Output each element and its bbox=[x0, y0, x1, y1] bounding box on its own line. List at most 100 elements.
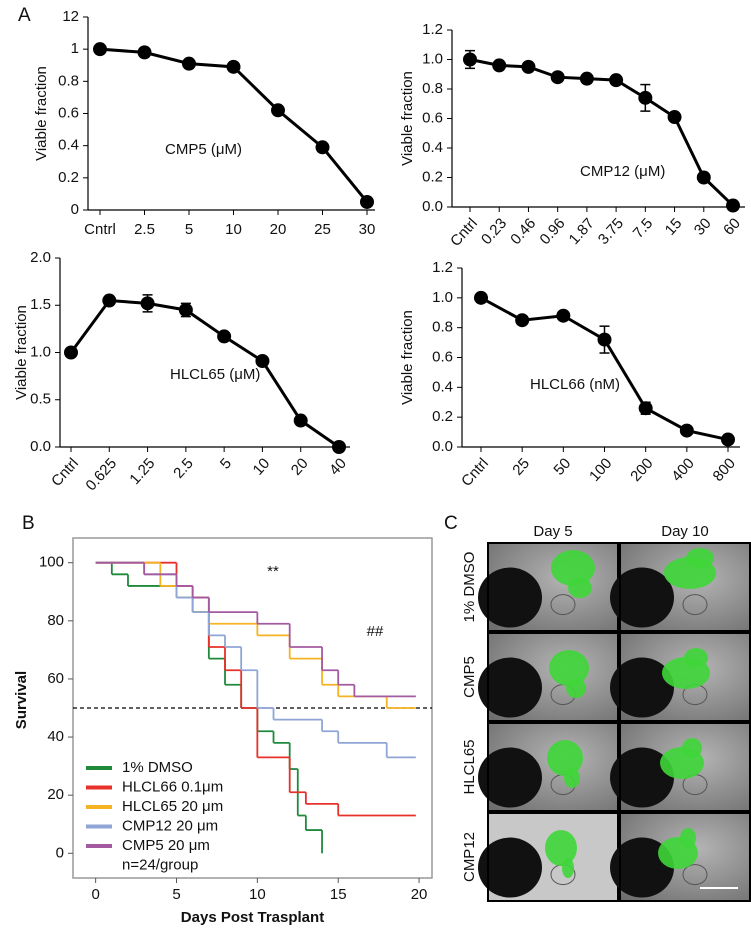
marker bbox=[178, 302, 193, 317]
marker bbox=[579, 71, 594, 86]
x-tick-label: 0.23 bbox=[478, 215, 510, 248]
x-tick-label: 2.5 bbox=[170, 455, 197, 482]
y-tick-label: 1.0 bbox=[422, 50, 443, 67]
micrograph bbox=[478, 542, 619, 632]
marker bbox=[550, 70, 565, 85]
y-tick-label: 0.5 bbox=[30, 391, 51, 408]
x-tick-label: 25 bbox=[314, 221, 331, 238]
x-axis-label: Days Post Trasplant bbox=[181, 909, 324, 926]
y-tick-label: 0.8 bbox=[58, 72, 79, 89]
x-tick-label: 0.96 bbox=[536, 215, 568, 248]
y-tick-label: 1.2 bbox=[422, 21, 443, 38]
x-tick-label: Cntrl bbox=[48, 455, 82, 490]
marker bbox=[315, 140, 330, 155]
legend-label: HLCL66 0.1μm bbox=[122, 778, 223, 795]
fluorescence bbox=[547, 740, 583, 776]
eye bbox=[478, 747, 542, 808]
y-tick-label: 1 bbox=[71, 40, 79, 57]
marker bbox=[696, 170, 711, 185]
x-tick-label: 10 bbox=[249, 886, 266, 903]
fluorescence bbox=[684, 648, 708, 668]
marker bbox=[521, 59, 536, 74]
y-tick-label: 0.4 bbox=[422, 139, 443, 156]
x-tick-label: 20 bbox=[270, 221, 287, 238]
marker bbox=[463, 52, 477, 67]
x-tick-label: Cntrl bbox=[84, 221, 116, 238]
row-label: CMP5 bbox=[461, 656, 478, 698]
x-tick-label: 0.46 bbox=[507, 215, 539, 248]
y-tick-label: 1.5 bbox=[30, 296, 51, 313]
y-tick-label: 0.6 bbox=[58, 104, 79, 121]
fluorescence bbox=[551, 550, 595, 586]
x-tick-label: 20 bbox=[411, 886, 428, 903]
survival-curve bbox=[95, 561, 416, 698]
x-tick-label: 100 bbox=[586, 455, 615, 485]
marker bbox=[474, 290, 488, 305]
marker bbox=[492, 58, 507, 73]
marker bbox=[332, 440, 346, 454]
row-label: CMP12 bbox=[461, 832, 478, 882]
eye bbox=[610, 837, 674, 898]
y-axis-label: Viable fraction bbox=[33, 66, 50, 161]
fluorescence bbox=[545, 830, 577, 866]
annotation: HLCL66 (nM) bbox=[530, 376, 620, 393]
x-tick-label: 7.5 bbox=[630, 215, 657, 242]
panel-label: A bbox=[18, 5, 31, 26]
marker bbox=[93, 42, 107, 57]
legend-label: CMP5 20 μm bbox=[122, 837, 210, 854]
image-border bbox=[619, 632, 751, 722]
x-tick-label: 25 bbox=[509, 455, 533, 479]
x-tick-label: 15 bbox=[662, 215, 686, 239]
column-label: Day 10 bbox=[661, 523, 709, 540]
x-tick-label: 800 bbox=[710, 455, 739, 485]
fluorescence bbox=[566, 678, 586, 698]
y-tick-label: 0.6 bbox=[432, 348, 453, 365]
micrograph bbox=[610, 722, 751, 812]
fluorescence bbox=[682, 738, 702, 758]
survival-curve bbox=[95, 561, 416, 759]
x-tick-label: 60 bbox=[720, 215, 744, 239]
y-tick-label: 20 bbox=[47, 786, 64, 803]
y-tick-label: 0.0 bbox=[432, 438, 453, 455]
eye-ring bbox=[682, 594, 708, 616]
note: n=24/group bbox=[122, 856, 198, 873]
x-tick-label: 5 bbox=[172, 886, 180, 903]
x-tick-label: Cntrl bbox=[447, 215, 481, 250]
marker bbox=[515, 313, 530, 328]
marker bbox=[102, 293, 117, 308]
y-tick-label: 1.0 bbox=[432, 289, 453, 306]
fluorescence bbox=[549, 650, 589, 686]
x-tick-label: 30 bbox=[691, 215, 715, 239]
y-tick-label: 1.0 bbox=[30, 343, 51, 360]
eye bbox=[610, 747, 674, 808]
y-tick-label: 0.4 bbox=[432, 378, 453, 395]
marker bbox=[293, 413, 308, 428]
fluorescence bbox=[562, 858, 574, 878]
y-tick-label: 0.2 bbox=[58, 169, 79, 186]
x-tick-label: Cntrl bbox=[458, 455, 492, 490]
x-tick-label: 5 bbox=[185, 221, 193, 238]
y-tick-label: 100 bbox=[39, 554, 64, 571]
row-label: HLCL65 bbox=[461, 739, 478, 794]
marker bbox=[726, 198, 740, 213]
micrograph bbox=[610, 542, 751, 632]
y-tick-label: 0.8 bbox=[422, 80, 443, 97]
x-tick-label: 5 bbox=[217, 455, 235, 473]
image-border bbox=[619, 542, 751, 632]
micrograph bbox=[478, 812, 619, 902]
eye bbox=[478, 837, 542, 898]
eye-ring bbox=[550, 594, 576, 616]
marker bbox=[556, 308, 571, 323]
y-tick-label: 0 bbox=[71, 201, 79, 218]
marker bbox=[140, 296, 155, 311]
legend-label: HLCL65 20 μm bbox=[122, 798, 223, 815]
line bbox=[469, 58, 735, 207]
annotation: CMP5 (μM) bbox=[165, 141, 242, 158]
x-tick-label: 0 bbox=[91, 886, 99, 903]
y-axis-label: Viable fraction bbox=[399, 71, 416, 166]
fluorescence bbox=[568, 578, 592, 598]
y-tick-label: 0.4 bbox=[58, 137, 79, 154]
y-tick-label: 80 bbox=[47, 612, 64, 629]
y-axis-label: Viable fraction bbox=[399, 310, 416, 405]
